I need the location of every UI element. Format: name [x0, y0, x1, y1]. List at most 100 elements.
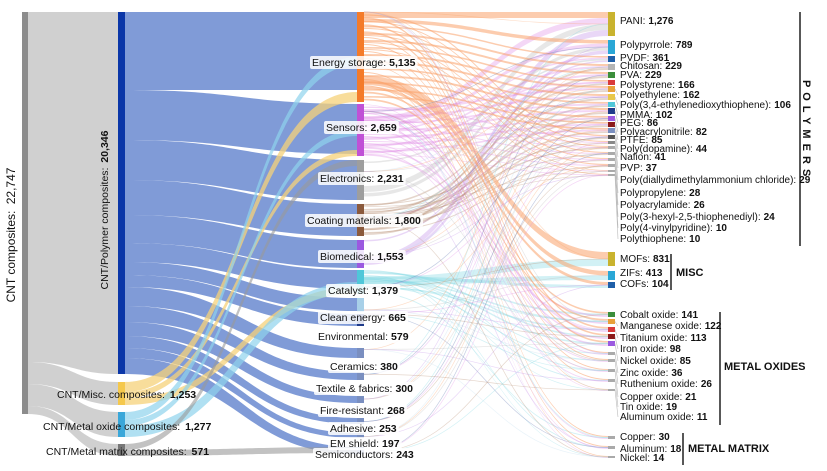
material-label-32: Tin oxide: 19 — [620, 402, 678, 413]
flow-app-1-to-material-14 — [364, 113, 608, 143]
flow-mmatrix-to-app-2 — [125, 160, 357, 450]
material-label-name-35: Aluminum: — [620, 444, 667, 455]
material-leader-32 — [614, 380, 619, 408]
material-label-value-30: 26 — [701, 379, 713, 390]
app-label-value-1: 2,659 — [370, 122, 396, 134]
material-node-35 — [608, 446, 615, 449]
flow-thin-58 — [363, 171, 609, 371]
flow-thin-16 — [363, 88, 609, 172]
material-label-name-25: Manganese oxide: — [620, 321, 702, 332]
flow-app-3-to-material-17 — [364, 160, 608, 226]
app-label-value-0: 5,135 — [389, 57, 415, 69]
material-leader-31 — [614, 370, 619, 398]
app-label-bg-1 — [324, 121, 399, 134]
root-label-name: CNT composites: — [4, 211, 18, 303]
flow-app-0-to-material-6 — [364, 54, 608, 88]
app-label-name-13: Semiconductors: — [315, 449, 393, 461]
metal-oxide-composites-label: CNT/Metal oxide composites: 1,277 — [43, 421, 211, 433]
material-label-value-21: 831 — [653, 254, 670, 265]
flow-app-1-to-material-19 — [364, 147, 608, 172]
material-label-value-9: 86 — [647, 118, 659, 129]
material-label-value-14: 37 — [646, 163, 658, 174]
material-label-10: Polyacrylonitrile: 82 — [620, 127, 707, 138]
flow-app-0-to-material-26 — [364, 17, 608, 329]
flow-polymer-to-app-7 — [125, 275, 357, 326]
material-label-19: Poly(4-vinylpyridine): 10 — [620, 223, 727, 234]
material-label-35: Aluminum: 18 — [620, 444, 682, 455]
node-misc — [118, 382, 125, 405]
flow-thin-31 — [363, 96, 609, 219]
material-node-32 — [608, 379, 615, 382]
material-label-value-1: 789 — [676, 40, 693, 51]
flow-thin-37 — [363, 23, 609, 375]
app-label-4: Biomedical: 1,553 — [320, 251, 404, 263]
material-label-name-5: Polystyrene: — [620, 80, 675, 91]
flow-app-1-to-material-24 — [364, 147, 608, 317]
flow-app-3-to-material-5 — [364, 83, 608, 206]
material-label-26: Titanium oxide: 113 — [620, 333, 707, 344]
flow-app-4-to-material-1 — [364, 50, 608, 265]
app-label-bg-10 — [318, 404, 407, 417]
material-node-36 — [608, 456, 615, 458]
material-label-value-28: 85 — [680, 356, 692, 367]
flow-app-0-to-material-11 — [364, 89, 608, 124]
material-node-18 — [608, 164, 615, 167]
flow-app-0-to-material-7 — [364, 61, 608, 96]
material-label-name-0: PANI: — [620, 16, 645, 27]
flow-thin-57 — [363, 111, 609, 330]
material-node-0 — [608, 12, 615, 36]
polymers-group: P O L Y M E R S — [799, 12, 812, 246]
flow-thin-53 — [363, 88, 609, 422]
material-label-value-16: 28 — [689, 188, 701, 199]
flow-app-1-to-material-4 — [364, 74, 608, 147]
app-label-bg-11 — [328, 422, 399, 435]
material-label-name-36: Nickel: — [620, 453, 650, 464]
flow-thin-19 — [363, 258, 609, 288]
flow-app-1-to-material-27 — [364, 117, 608, 340]
flow-thin-27 — [363, 314, 609, 454]
app-label-8: Ceramics: 380 — [330, 361, 398, 373]
material-node-25 — [608, 319, 615, 324]
flow-app-1-to-material-12 — [364, 129, 608, 153]
material-leader-15 — [614, 147, 619, 181]
material-node-27 — [608, 334, 615, 339]
flow-thin-52 — [363, 46, 609, 400]
material-leader-14 — [614, 142, 619, 169]
material-label-value-6: 162 — [683, 90, 700, 101]
polymers-group-label: P O L Y M E R S — [800, 80, 812, 177]
flow-thin-18 — [363, 153, 609, 257]
material-node-9 — [608, 108, 615, 114]
material-node-31 — [608, 369, 615, 372]
flow-thin-44 — [363, 171, 609, 448]
material-node-14 — [608, 141, 615, 144]
app-label-name-12: EM shield: — [330, 438, 379, 450]
flow-thin-34 — [363, 275, 609, 311]
app-label-name-8: Ceramics: — [330, 361, 377, 373]
material-label-value-36: 14 — [653, 453, 665, 464]
app-node-8 — [357, 348, 364, 358]
material-label-name-10: Polyacrylonitrile: — [620, 127, 693, 138]
flow-app-0-to-material-3 — [364, 33, 608, 66]
flow-polymer-to-app-11 — [125, 336, 357, 424]
flow-thin-0 — [363, 11, 609, 25]
material-label-value-15: 29 — [799, 175, 811, 186]
flow-app-2-to-material-2 — [364, 59, 608, 163]
material-label-name-19: Poly(4-vinylpyridine): — [620, 223, 713, 234]
app-label-1: Sensors: 2,659 — [326, 122, 397, 134]
material-label-name-23: COFs: — [620, 279, 649, 290]
flow-app-0-to-material-25 — [364, 98, 608, 321]
flow-app-1-to-material-15 — [364, 120, 608, 148]
app-label-bg-2 — [318, 172, 406, 185]
flow-app-0-to-material-2 — [364, 26, 608, 58]
flow-thin-28 — [363, 11, 609, 354]
app-label-bg-8 — [328, 360, 400, 373]
material-node-16 — [608, 152, 615, 155]
flow-app-5-to-material-27 — [364, 271, 608, 338]
flow-app-3-to-material-14 — [364, 143, 608, 205]
flow-app-1-to-material-29 — [364, 129, 608, 355]
flow-app-0-to-material-21 — [364, 76, 608, 259]
misc-group: MISC — [670, 254, 704, 290]
flow-app-3-to-material-6 — [364, 90, 608, 214]
flow-mmatrix-to-app-13 — [125, 447, 357, 456]
flow-app-1-to-material-9 — [364, 110, 608, 132]
